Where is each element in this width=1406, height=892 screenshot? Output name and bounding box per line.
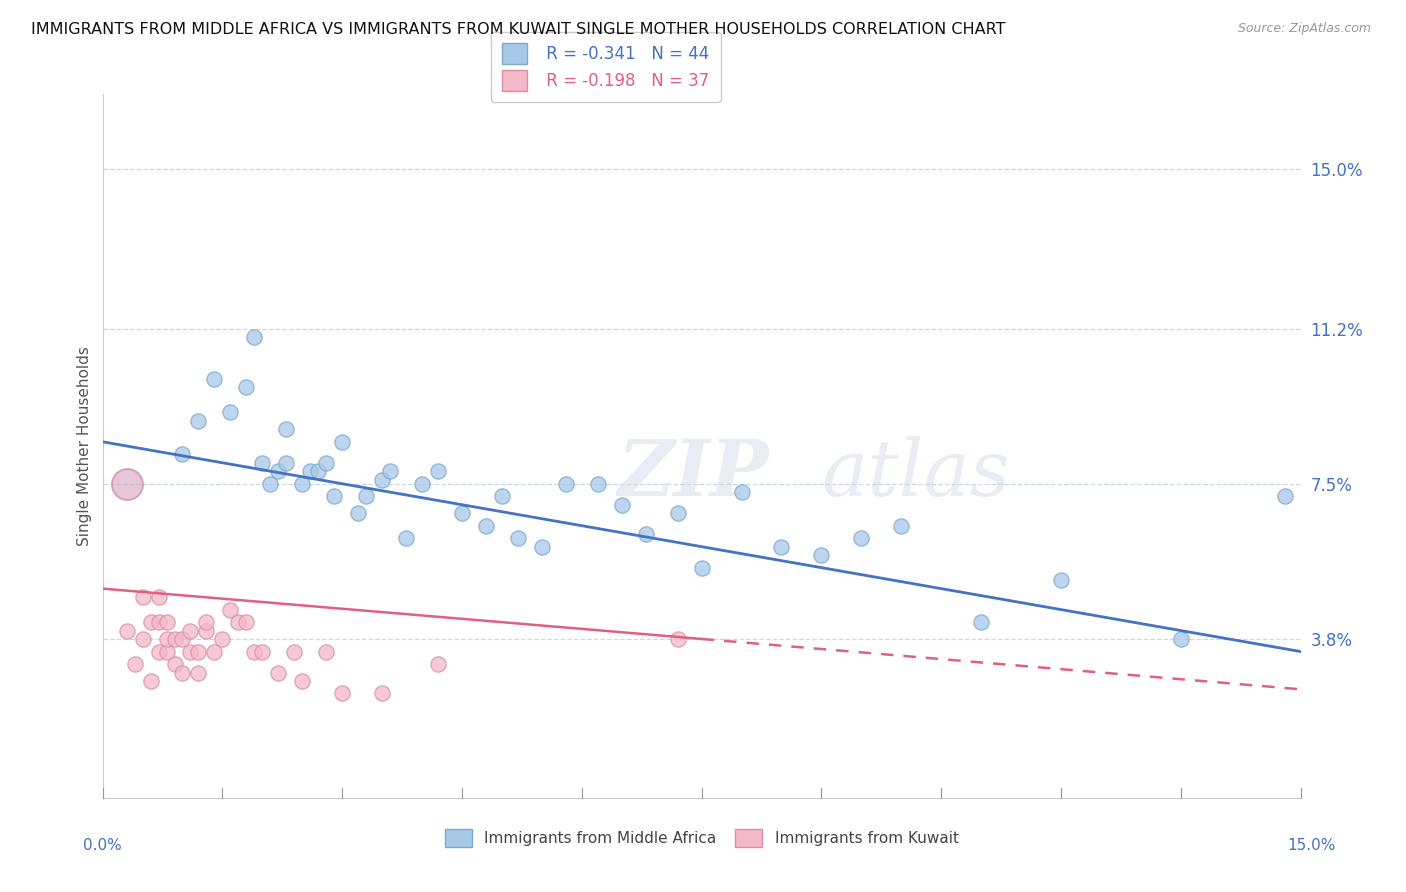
Legend: Immigrants from Middle Africa, Immigrants from Kuwait: Immigrants from Middle Africa, Immigrant… [439,822,965,853]
Point [666,632,689,646]
Point [323,489,346,503]
Point [315,644,337,658]
Point [690,560,713,574]
Point [204,644,226,658]
Point [219,602,242,616]
Point [187,414,209,428]
Point [179,644,201,658]
Point [851,531,873,545]
Point [276,422,298,436]
Point [267,665,290,680]
Point [219,405,242,419]
Y-axis label: Single Mother Households: Single Mother Households [76,346,91,546]
Point [211,632,233,646]
Point [586,476,609,491]
Point [890,518,912,533]
Point [179,624,201,638]
Point [491,489,513,503]
Point [252,456,274,470]
Text: ZIP: ZIP [617,436,769,512]
Point [235,615,257,630]
Point [530,540,553,554]
Point [291,673,314,688]
Point [730,485,752,500]
Point [148,644,170,658]
Point [1050,573,1073,587]
Point [276,456,298,470]
Point [172,632,194,646]
Point [810,548,832,562]
Text: 0.0%: 0.0% [83,838,122,853]
Point [172,447,194,461]
Point [115,624,138,638]
Point [378,464,401,478]
Point [131,590,153,604]
Point [243,330,266,344]
Point [411,476,433,491]
Text: 15.0%: 15.0% [1288,838,1336,853]
Point [155,615,177,630]
Point [131,632,153,646]
Point [267,464,290,478]
Point [315,456,337,470]
Point [770,540,793,554]
Point [427,464,450,478]
Point [666,506,689,520]
Point [330,434,353,449]
Point [235,380,257,394]
Point [291,476,314,491]
Point [451,506,474,520]
Point [427,657,450,672]
Point [307,464,329,478]
Point [124,657,146,672]
Point [1274,489,1296,503]
Point [139,615,162,630]
Text: IMMIGRANTS FROM MIDDLE AFRICA VS IMMIGRANTS FROM KUWAIT SINGLE MOTHER HOUSEHOLDS: IMMIGRANTS FROM MIDDLE AFRICA VS IMMIGRA… [31,22,1005,37]
Point [347,506,370,520]
Point [475,518,498,533]
Text: atlas: atlas [821,436,1010,512]
Point [395,531,418,545]
Point [970,615,993,630]
Point [252,644,274,658]
Point [155,644,177,658]
Point [506,531,529,545]
Point [354,489,377,503]
Point [187,644,209,658]
Point [283,644,305,658]
Point [1170,632,1192,646]
Point [115,476,138,491]
Point [187,665,209,680]
Point [228,615,250,630]
Point [139,673,162,688]
Point [299,464,322,478]
Point [371,686,394,700]
Point [148,615,170,630]
Point [243,644,266,658]
Point [554,476,576,491]
Point [163,632,186,646]
Point [155,632,177,646]
Point [195,615,218,630]
Point [148,590,170,604]
Point [195,624,218,638]
Point [371,473,394,487]
Point [172,665,194,680]
Point [330,686,353,700]
Point [634,527,657,541]
Point [610,498,633,512]
Text: Source: ZipAtlas.com: Source: ZipAtlas.com [1237,22,1371,36]
Point [204,372,226,386]
Point [163,657,186,672]
Point [259,476,281,491]
